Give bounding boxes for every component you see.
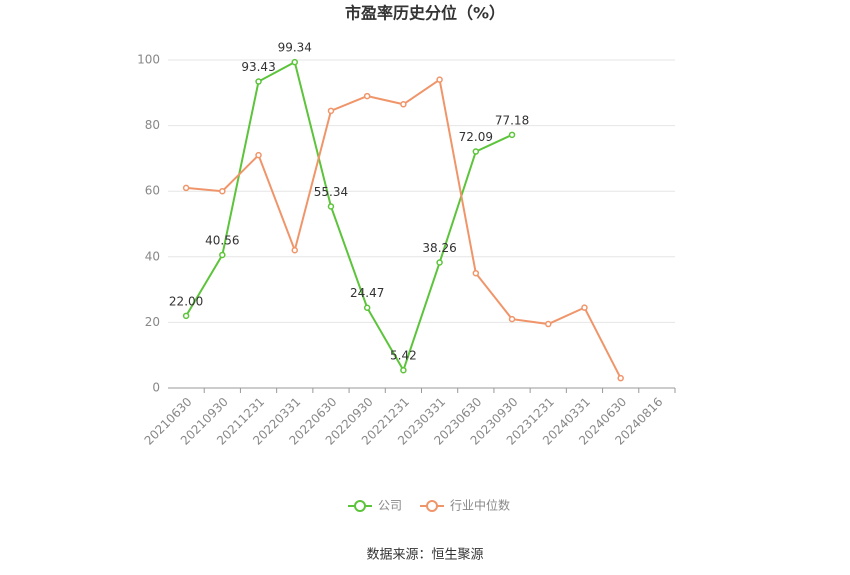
data-point — [182, 312, 190, 320]
data-label: 72.09 — [459, 130, 493, 144]
y-tick-label: 100 — [137, 53, 160, 67]
data-label: 22.00 — [169, 294, 203, 308]
source: 数据来源：恒生聚源 — [366, 548, 483, 563]
legend-marker — [354, 500, 366, 512]
data-point — [255, 78, 262, 85]
data-point — [581, 304, 588, 311]
data-point — [472, 269, 480, 277]
data-point — [508, 131, 516, 139]
y-tick-label: 80 — [145, 118, 160, 132]
data-point — [363, 304, 371, 311]
legend-marker — [426, 500, 439, 512]
data-point — [400, 101, 407, 108]
series-line — [186, 77, 622, 379]
data-point — [219, 187, 226, 195]
data-label: 5.42 — [390, 349, 417, 363]
y-tick-label: 60 — [145, 184, 160, 198]
data-point — [472, 148, 480, 155]
data-point — [436, 259, 443, 266]
data-point — [219, 251, 226, 259]
data-point — [327, 203, 335, 210]
chart-title: 市盈率历史分位（%） — [345, 4, 505, 23]
data-point — [436, 76, 443, 83]
data-point — [363, 92, 371, 100]
legend-label[interactable]: 公司 — [378, 499, 402, 513]
data-point — [182, 184, 190, 192]
data-point — [255, 151, 262, 159]
data-label: 38.26 — [422, 241, 456, 255]
data-label: 24.47 — [350, 286, 384, 300]
data-label: 77.18 — [495, 113, 529, 127]
series-line — [185, 60, 513, 373]
data-point — [291, 246, 298, 254]
data-point — [508, 315, 516, 323]
data-label: 93.43 — [241, 60, 275, 74]
y-tick-label: 40 — [145, 249, 160, 263]
data-label: 55.34 — [314, 185, 348, 199]
data-point — [327, 107, 335, 115]
data-label: 99.34 — [278, 41, 312, 55]
data-point — [400, 366, 407, 374]
y-tick-label: 20 — [145, 315, 160, 329]
data-point — [617, 374, 624, 382]
data-point — [545, 320, 552, 328]
data-point — [291, 58, 298, 66]
y-tick-label: 0 — [152, 381, 160, 395]
data-label: 40.56 — [205, 233, 239, 247]
legend-label[interactable]: 行业中位数 — [450, 498, 510, 513]
